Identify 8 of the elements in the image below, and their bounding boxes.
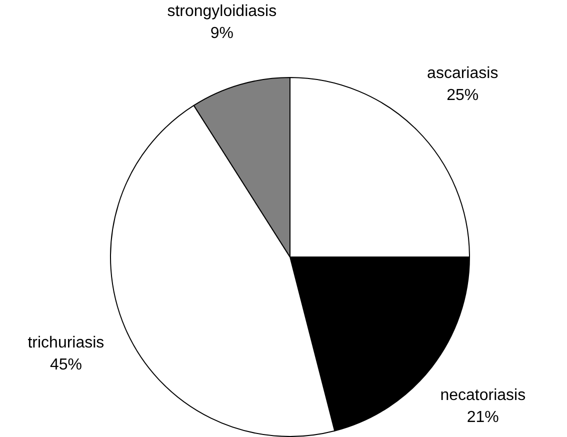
slice-label: trichuriasis xyxy=(28,334,104,352)
slice-label: necatoriasis xyxy=(440,387,526,404)
data-label: 25% xyxy=(446,86,479,104)
data-label: 45% xyxy=(50,356,82,374)
slice-label: ascariasis xyxy=(427,64,498,82)
data-label: 21% xyxy=(466,409,499,426)
slice-label: strongyloidiasis xyxy=(167,2,277,20)
data-label: 9% xyxy=(210,24,234,42)
